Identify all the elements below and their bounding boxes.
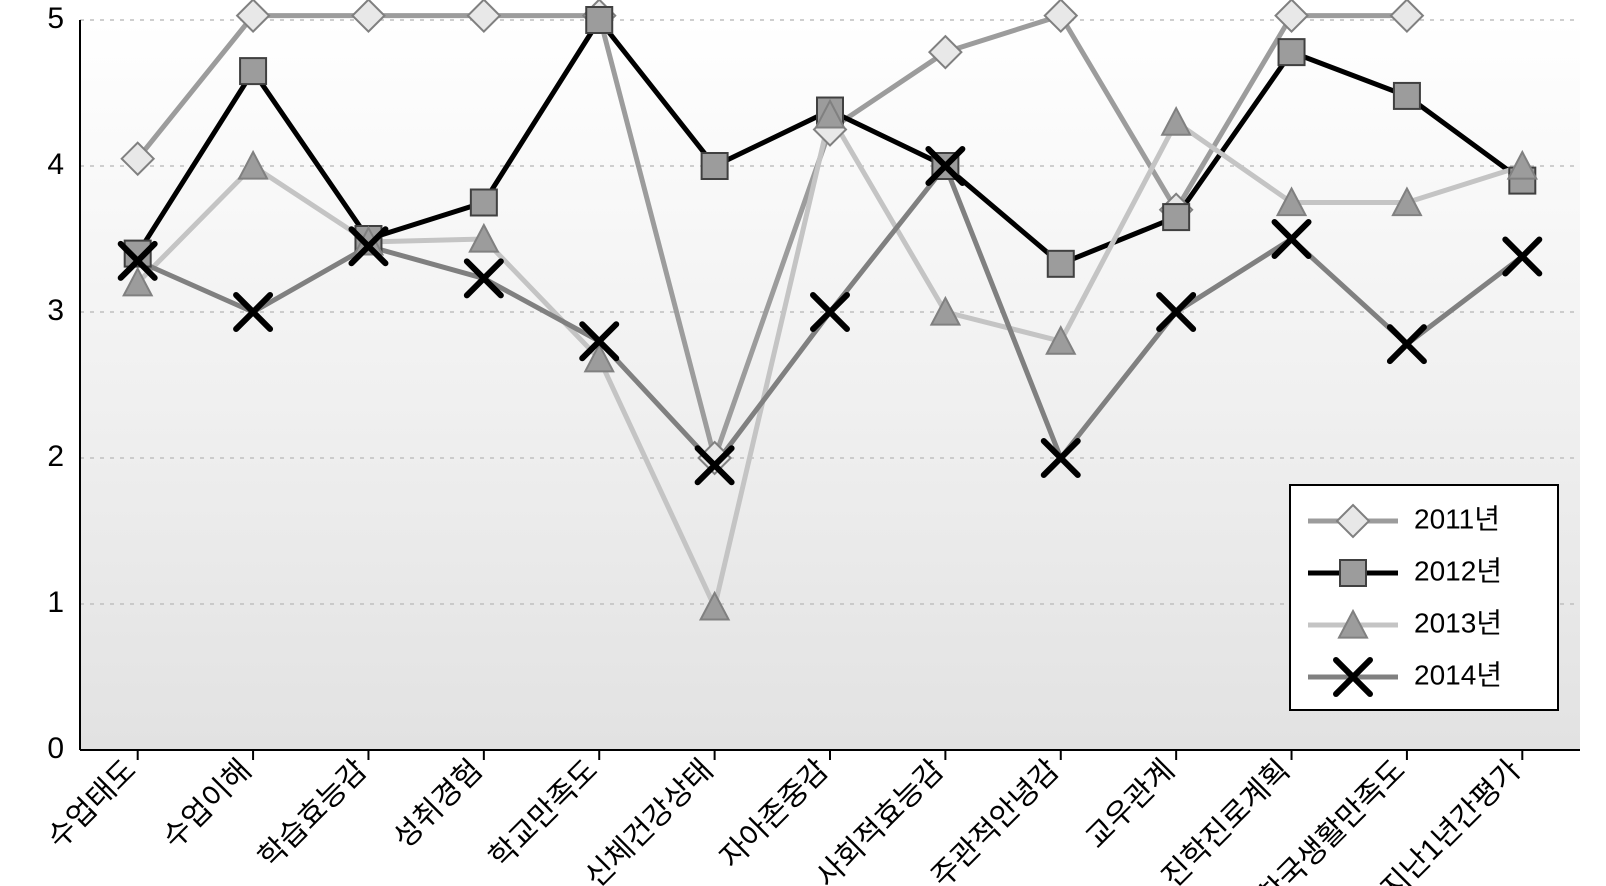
y-tick-label: 1 <box>47 586 64 619</box>
y-tick-label: 0 <box>47 732 64 765</box>
x-tick-label: 학습효능감 <box>252 754 373 875</box>
x-tick-label: 학교만족도 <box>483 754 604 875</box>
x-tick-label: 교우관계 <box>1080 754 1181 855</box>
legend-item-label: 2013년 <box>1414 607 1502 638</box>
legend-item-label: 2011년 <box>1414 503 1500 534</box>
line-chart: 012345수업태도수업이해학습효능감성취경험학교만족도신체건강상태자아존중감사… <box>0 0 1606 886</box>
legend-item-label: 2012년 <box>1414 555 1502 586</box>
chart-svg: 012345수업태도수업이해학습효능감성취경험학교만족도신체건강상태자아존중감사… <box>0 0 1606 886</box>
y-tick-label: 3 <box>47 294 64 327</box>
y-tick-label: 5 <box>47 2 64 35</box>
legend-item-label: 2014년 <box>1414 659 1502 690</box>
x-tick-label: 수업이해 <box>157 754 258 855</box>
x-tick-label: 수업태도 <box>41 754 142 855</box>
y-tick-label: 4 <box>47 148 64 181</box>
legend: 2011년 2012년 2013년 2014년 <box>1290 485 1558 710</box>
x-tick-label: 성취경험 <box>387 754 488 855</box>
x-tick-label: 자아존중감 <box>714 754 835 875</box>
y-tick-label: 2 <box>47 440 64 473</box>
